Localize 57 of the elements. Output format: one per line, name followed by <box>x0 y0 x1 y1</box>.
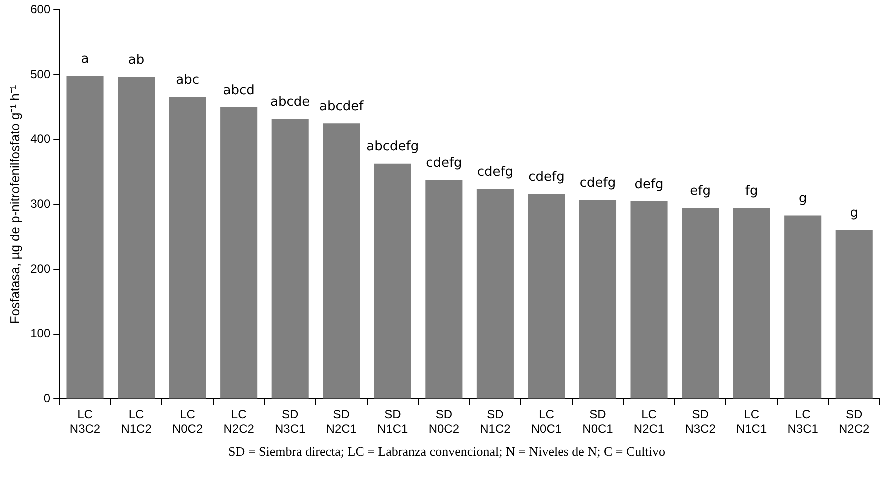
bar <box>220 107 258 399</box>
y-axis-title: Fosfatasa, µg de p-nitrofenilfosfato g⁻¹ h⁻¹ <box>7 84 22 324</box>
x-tick-label: LC N3C1 <box>788 408 819 436</box>
annotation: cdefg <box>426 156 462 171</box>
annotation: defg <box>634 177 664 192</box>
x-tick-label: SD N0C2 <box>428 408 460 436</box>
x-tick-label: LC N2C2 <box>224 408 255 436</box>
x-tick-label: LC N0C2 <box>172 408 204 436</box>
annotation: abcde <box>270 94 310 110</box>
bar <box>528 194 566 399</box>
bar <box>476 189 514 399</box>
bar <box>836 230 873 399</box>
y-tick-label: 0 <box>44 392 51 406</box>
bar <box>272 119 309 399</box>
x-tick-label: LC N1C2 <box>121 408 152 436</box>
annotation: abcdefg <box>366 140 420 155</box>
bar <box>66 76 104 399</box>
bar <box>579 200 617 399</box>
bar <box>426 180 463 399</box>
annotation: abcdef <box>320 100 364 115</box>
annotation: cdefg <box>528 170 565 186</box>
annotation: efg <box>690 184 711 199</box>
x-tick-label: SD N1C2 <box>480 408 512 436</box>
annotation: ab <box>128 52 145 68</box>
x-tick-label: LC N0C1 <box>531 408 562 436</box>
annotation: a <box>81 52 90 68</box>
annotation: abcd <box>223 83 255 98</box>
bar <box>118 76 156 399</box>
x-tick-label: SD N3C2 <box>685 408 716 436</box>
x-tick-label: LC N1C1 <box>736 408 768 436</box>
bar <box>733 208 770 399</box>
bar <box>169 97 206 399</box>
y-tick-label: 200 <box>30 262 51 276</box>
y-tick-label: 600 <box>30 2 51 17</box>
x-tick-label: SD N1C1 <box>378 408 409 436</box>
x-tick-label: SD N2C2 <box>839 408 870 436</box>
annotation: g <box>850 206 858 221</box>
x-tick-label: SD N2C1 <box>326 408 358 436</box>
bar <box>630 201 668 399</box>
y-tick-label: 400 <box>30 132 51 146</box>
y-tick-label: 100 <box>30 326 51 341</box>
y-tick-label: 300 <box>30 197 51 212</box>
annotation: abc <box>176 72 200 88</box>
x-tick-label: LC N2C1 <box>634 408 665 436</box>
annotation: cdefg <box>477 165 514 180</box>
text: SD = Siembra directa; LC = Labranza convencional; N = Niveles de N; C = Cultivo <box>228 444 666 460</box>
x-tick-label: SD N3C1 <box>275 408 306 436</box>
y-tick-label: 500 <box>30 67 51 82</box>
annotation: cdefg <box>580 176 616 192</box>
bar <box>323 124 360 399</box>
annotation: g <box>798 192 808 207</box>
x-tick-label: LC N3C2 <box>70 408 101 436</box>
bar <box>374 164 412 399</box>
bar <box>784 216 822 399</box>
bar <box>682 208 720 399</box>
annotation: fg <box>745 184 758 199</box>
x-tick-label: SD N0C1 <box>582 408 614 436</box>
